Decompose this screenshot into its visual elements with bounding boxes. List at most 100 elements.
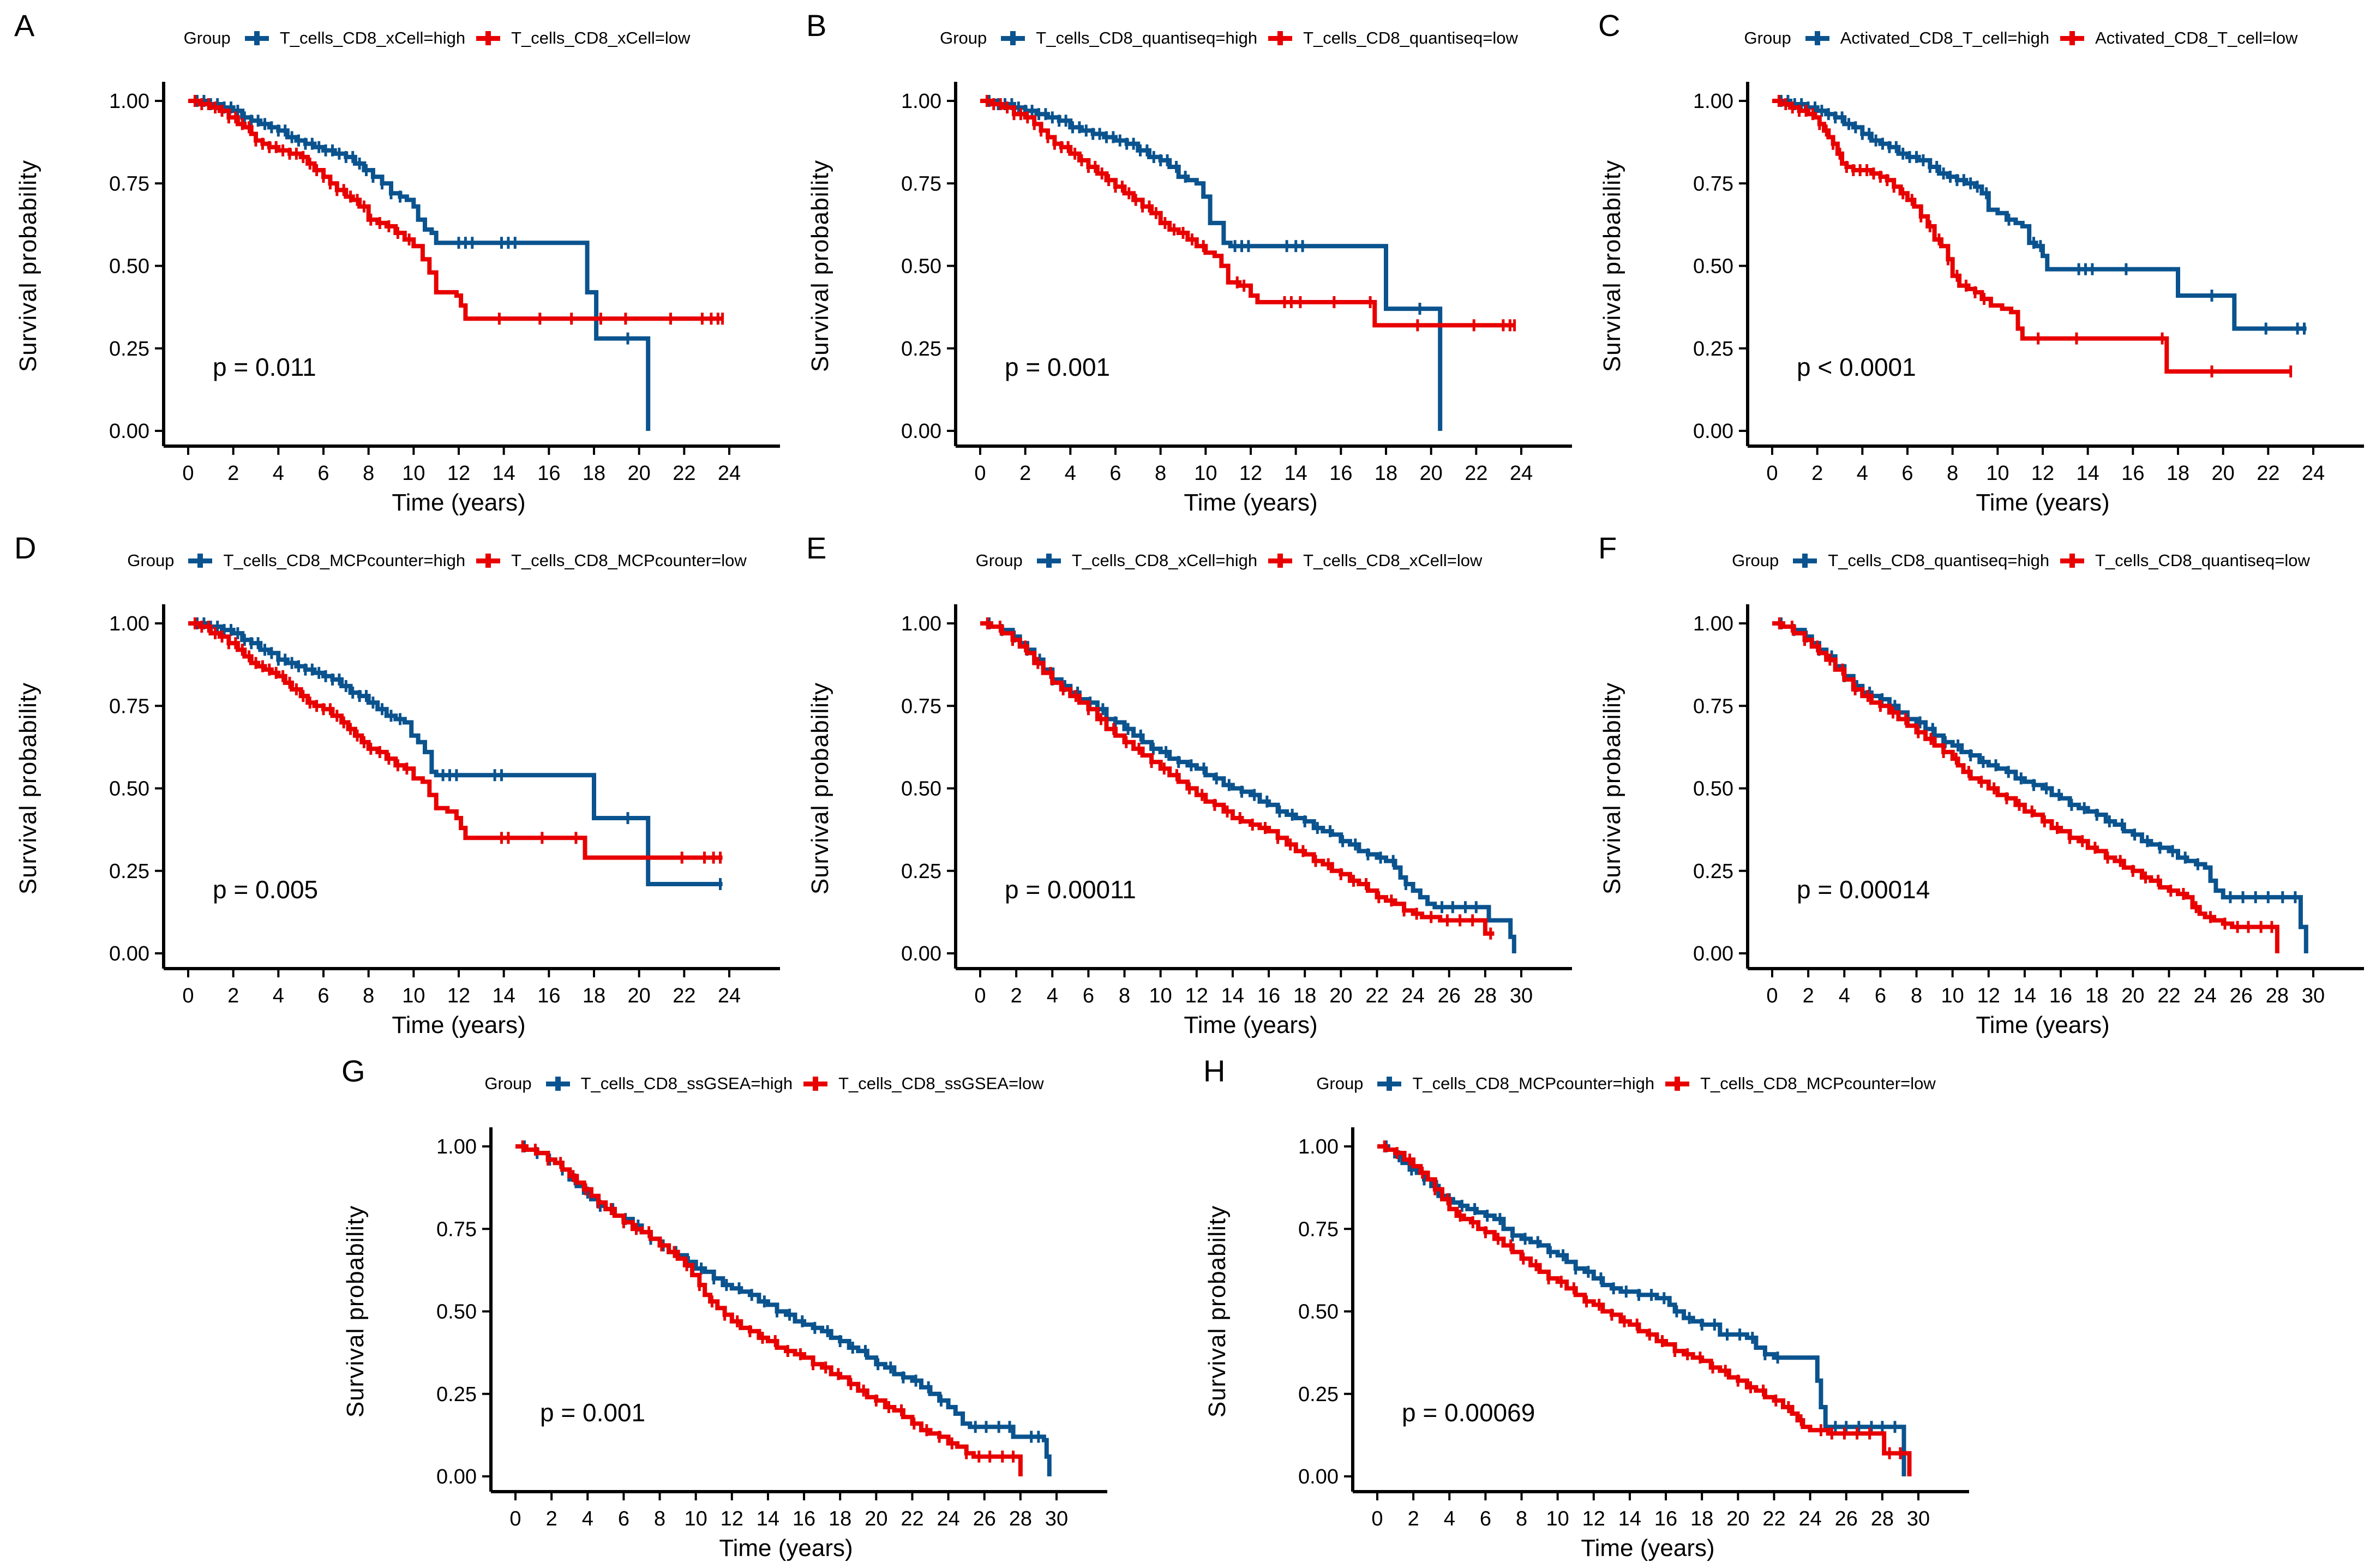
km-curve-high xyxy=(980,621,1516,953)
x-tick-label: 22 xyxy=(673,984,695,1007)
x-tick-label: 4 xyxy=(582,1507,593,1530)
x-tick-label: 2 xyxy=(1408,1507,1419,1530)
y-tick-label: 1.00 xyxy=(109,90,149,113)
x-tick-label: 24 xyxy=(2302,462,2325,485)
legend-key-high-icon xyxy=(1805,31,1829,45)
panel-A: A Group T_cells_CD8_xCell=high T_cells_CD8_… xyxy=(0,0,792,522)
x-tick-label: 26 xyxy=(2230,984,2253,1007)
x-tick-label: 8 xyxy=(363,462,374,485)
x-axis-title: Time (years) xyxy=(1581,1535,1714,1561)
y-tick-label: 1.00 xyxy=(1693,90,1733,113)
x-tick-label: 10 xyxy=(1941,984,1964,1007)
x-axis-title: Time (years) xyxy=(719,1535,853,1561)
x-tick-label: 16 xyxy=(537,984,560,1007)
y-tick-label: 0.25 xyxy=(109,860,149,883)
legend-label-high: T_cells_CD8_quantiseq=high xyxy=(1036,28,1258,47)
y-tick-label: 0.50 xyxy=(901,255,941,278)
y-tick-label: 0.25 xyxy=(1298,1383,1339,1406)
legend-title: Group xyxy=(1316,1074,1364,1093)
x-tick-label: 26 xyxy=(1835,1507,1858,1530)
x-tick-label: 12 xyxy=(2031,462,2054,485)
x-tick-label: 18 xyxy=(583,462,605,485)
x-tick-label: 30 xyxy=(2302,984,2325,1007)
km-curve-high xyxy=(515,1144,1052,1476)
p-value-label: p = 0.00069 xyxy=(1402,1398,1535,1427)
x-tick-label: 18 xyxy=(583,984,605,1007)
x-tick-label: 24 xyxy=(1401,984,1424,1007)
panel-label: E xyxy=(806,531,827,565)
x-tick-label: 12 xyxy=(721,1507,743,1530)
x-tick-label: 20 xyxy=(1329,984,1352,1007)
x-tick-label: 8 xyxy=(654,1507,665,1530)
x-tick-label: 14 xyxy=(2013,984,2036,1007)
legend-key-low-icon xyxy=(2060,31,2085,45)
km-plot: 0.000.250.500.751.000 2 4 6 8 10 12 14 16 18 20 22 2… xyxy=(1599,604,2364,1038)
x-tick-label: 20 xyxy=(2121,984,2144,1007)
y-tick-label: 0.25 xyxy=(109,338,149,361)
x-tick-label: 20 xyxy=(2212,462,2235,485)
km-curve-high xyxy=(188,99,651,431)
panel-label: B xyxy=(806,8,827,43)
y-tick-label: 0.75 xyxy=(1298,1218,1339,1241)
y-tick-label: 0.50 xyxy=(901,778,941,801)
x-tick-label: 10 xyxy=(1546,1507,1569,1530)
km-plot: 0.000.250.500.751.000 2 4 6 8 10 12 14 16 18 20 22 2… xyxy=(807,604,1572,1038)
legend-title: Group xyxy=(127,551,175,570)
x-tick-label: 4 xyxy=(1444,1507,1455,1530)
legend-title: Group xyxy=(975,551,1023,570)
y-tick-label: 1.00 xyxy=(1298,1136,1339,1158)
y-tick-label: 0.75 xyxy=(1693,172,1733,195)
x-tick-label: 14 xyxy=(1618,1507,1641,1530)
legend-key-low-icon xyxy=(476,31,501,45)
p-value-label: p = 0.005 xyxy=(213,875,318,904)
legend: Group T_cells_CD8_xCell=high T_cells_CD8_x… xyxy=(792,551,1584,570)
x-tick-label: 0 xyxy=(182,984,194,1007)
y-tick-label: 0.75 xyxy=(436,1218,477,1241)
legend-label-low: T_cells_CD8_quantiseq=low xyxy=(1303,28,1518,47)
p-value-label: p < 0.0001 xyxy=(1797,353,1916,381)
legend-label-high: T_cells_CD8_MCPcounter=high xyxy=(1412,1074,1655,1093)
y-tick-label: 0.75 xyxy=(901,172,941,195)
x-tick-label: 20 xyxy=(1726,1507,1749,1530)
x-tick-label: 0 xyxy=(974,984,986,1007)
legend-key-low-icon xyxy=(2060,554,2085,568)
x-tick-label: 8 xyxy=(1911,984,1922,1007)
legend: Group T_cells_CD8_MCPcounter=high T_cells_… xyxy=(1189,1074,1981,1094)
x-tick-label: 6 xyxy=(317,984,329,1007)
legend-label-low: T_cells_CD8_quantiseq=low xyxy=(2095,551,2310,570)
legend-key-low-icon xyxy=(1268,554,1293,568)
y-tick-label: 1.00 xyxy=(436,1136,477,1158)
panel-label: A xyxy=(14,8,35,43)
x-tick-label: 22 xyxy=(1365,984,1388,1007)
legend-label-high: T_cells_CD8_xCell=high xyxy=(1071,551,1258,570)
x-tick-label: 18 xyxy=(1375,462,1397,485)
y-axis-title: Survival probability xyxy=(1599,682,1625,894)
x-tick-label: 14 xyxy=(493,984,515,1007)
y-tick-label: 0.00 xyxy=(109,942,149,965)
legend-title: Group xyxy=(1744,28,1791,47)
x-tick-label: 22 xyxy=(1762,1507,1785,1530)
x-tick-label: 2 xyxy=(1803,984,1814,1007)
y-tick-label: 0.50 xyxy=(436,1301,477,1324)
y-tick-label: 0.00 xyxy=(109,420,149,443)
legend-title: Group xyxy=(940,28,987,47)
legend-label-high: T_cells_CD8_quantiseq=high xyxy=(1828,551,2050,570)
p-value-label: p = 0.00014 xyxy=(1797,875,1930,904)
x-tick-label: 22 xyxy=(1465,462,1487,485)
x-tick-label: 8 xyxy=(1947,462,1958,485)
y-tick-label: 0.00 xyxy=(1693,942,1733,965)
km-curve-high xyxy=(980,99,1443,431)
x-tick-label: 0 xyxy=(509,1507,521,1530)
x-tick-label: 4 xyxy=(1857,462,1868,485)
panel-label: C xyxy=(1598,8,1621,43)
x-tick-label: 10 xyxy=(402,984,425,1007)
legend-key-high-icon xyxy=(1001,31,1025,45)
km-curve-low xyxy=(980,99,1515,328)
legend-label-low: T_cells_CD8_MCPcounter=low xyxy=(511,551,747,570)
x-tick-label: 0 xyxy=(974,462,986,485)
p-value-label: p = 0.001 xyxy=(1005,353,1110,381)
legend-label-low: T_cells_CD8_ssGSEA=low xyxy=(838,1074,1044,1093)
legend-key-high-icon xyxy=(1036,554,1061,568)
panel-label: F xyxy=(1598,531,1617,565)
y-tick-label: 0.50 xyxy=(109,778,149,801)
